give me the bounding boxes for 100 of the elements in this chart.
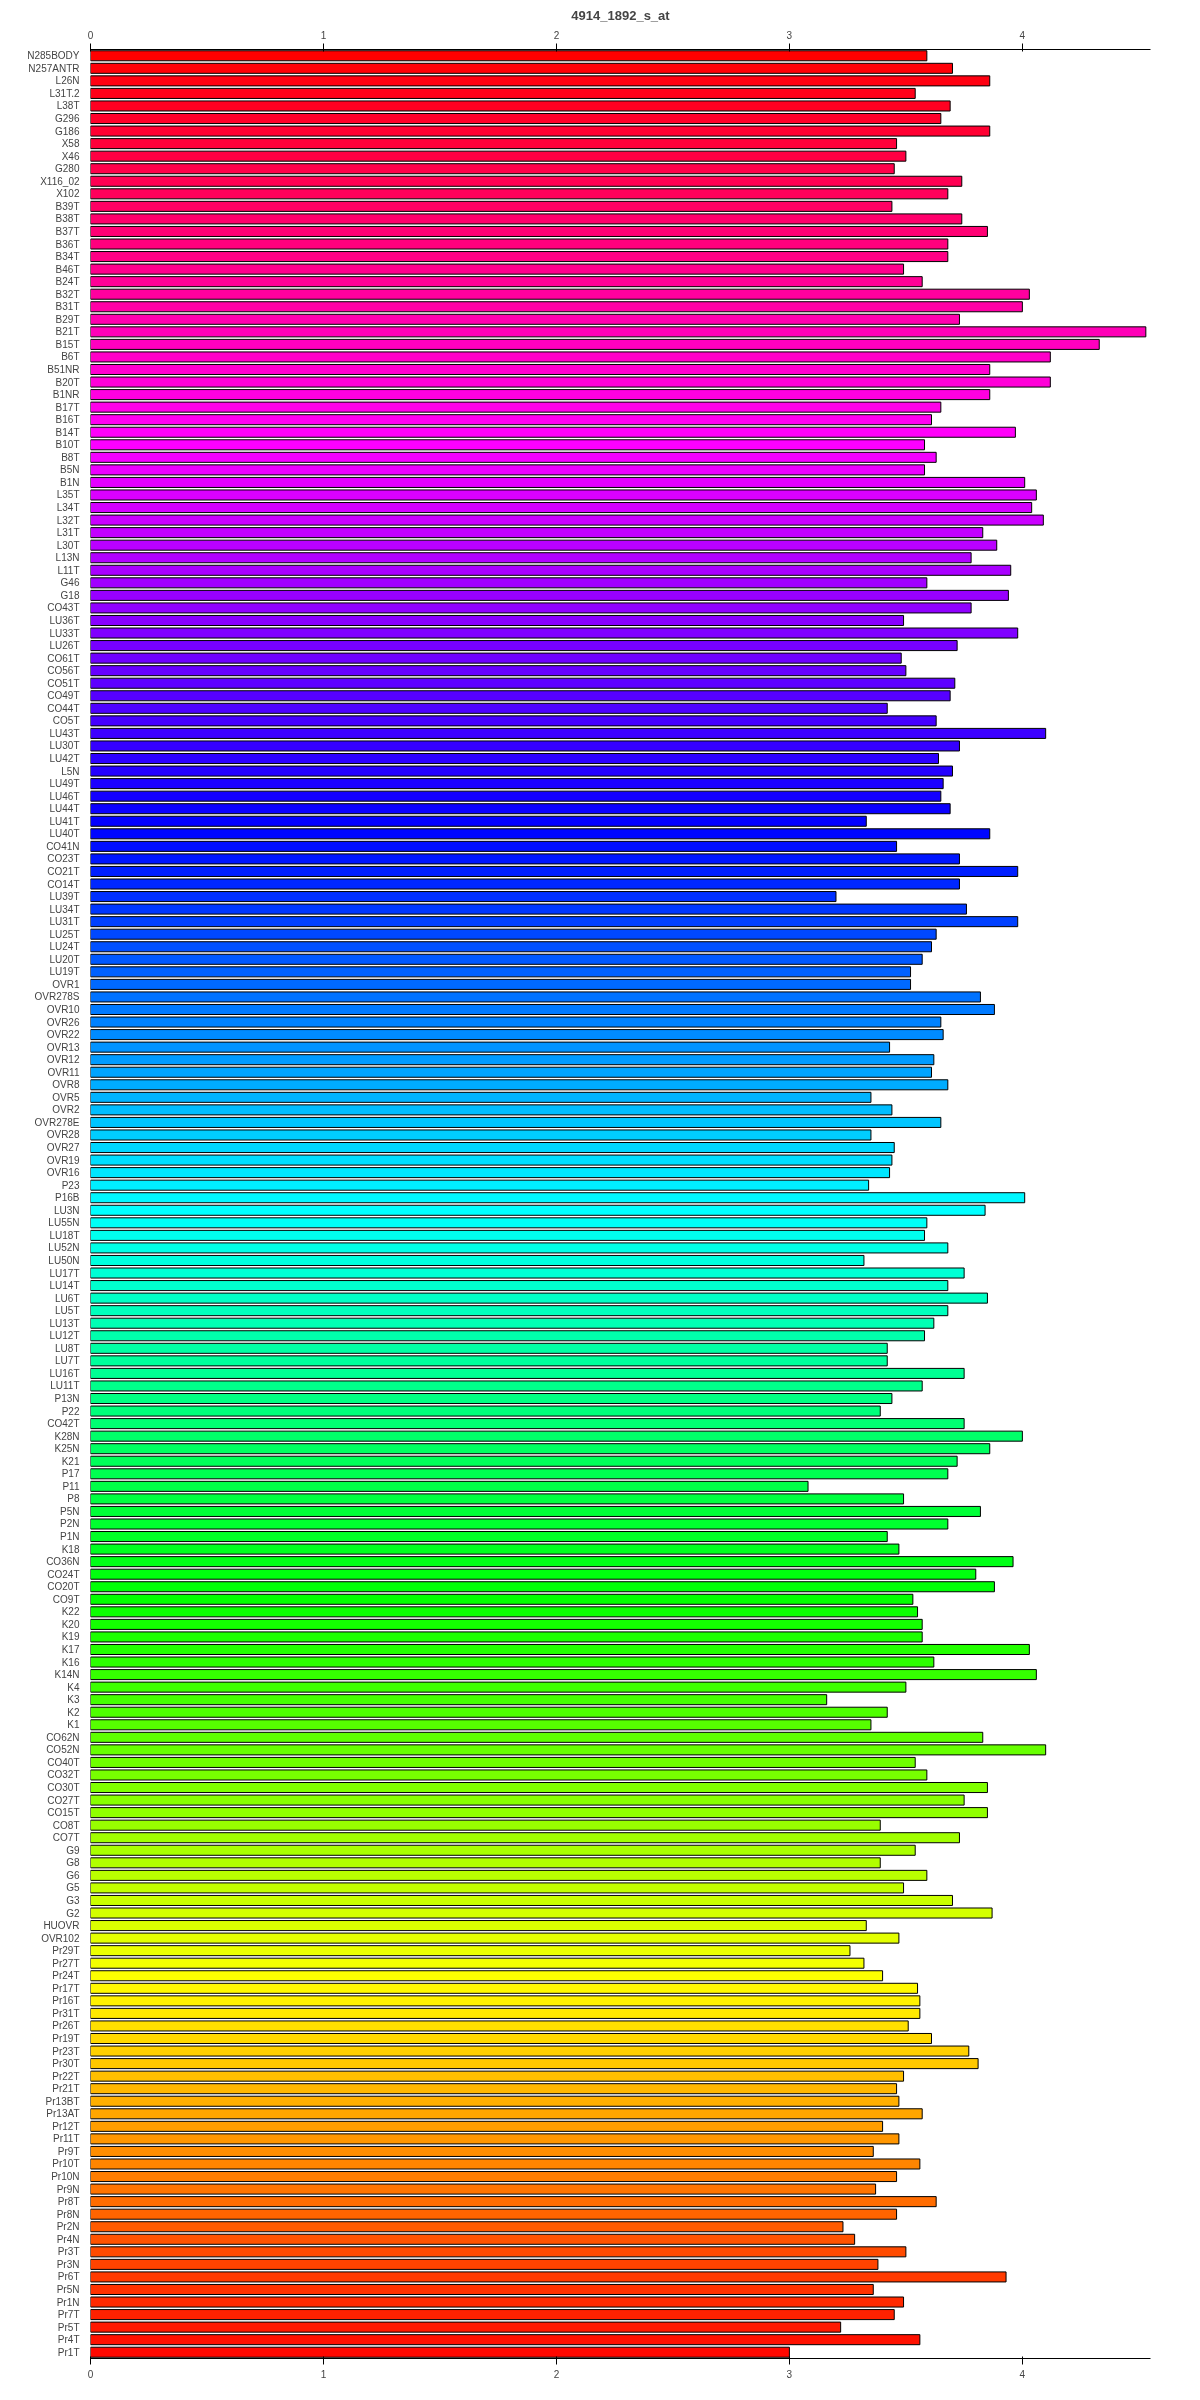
y-tick-label: OVR5 xyxy=(52,1091,80,1103)
y-tick-label: LU25T xyxy=(49,928,80,940)
y-tick-label: LU34T xyxy=(49,903,80,915)
y-tick-label: LU33T xyxy=(49,627,80,639)
y-tick-label: Pr8N xyxy=(56,2208,80,2220)
y-tick-label: CO49T xyxy=(47,690,80,702)
y-tick-label: Pr27T xyxy=(52,1957,80,1969)
y-tick-label: K21 xyxy=(61,1455,80,1467)
y-tick-label: LU31T xyxy=(49,916,80,928)
y-tick-label: LU55N xyxy=(48,1217,80,1229)
y-tick-label: OVR11 xyxy=(47,1066,80,1078)
y-tick-label: LU46T xyxy=(49,790,80,802)
y-tick-label: K1 xyxy=(67,1719,80,1731)
y-tick-label: LU16T xyxy=(49,1367,80,1379)
x-tick-label: 1 xyxy=(320,29,327,41)
y-tick-label: P11 xyxy=(62,1480,80,1492)
chart-title: 4914_1892_s_at xyxy=(571,7,671,23)
y-tick-label: Pr16T xyxy=(52,1995,80,2007)
y-tick-label: Pr12T xyxy=(52,2120,80,2132)
x2-tick-label: 0 xyxy=(87,2368,94,2380)
y-tick-label: Pr30T xyxy=(52,2058,80,2070)
y-tick-label: LU19T xyxy=(49,966,80,978)
y-tick-label: G18 xyxy=(60,589,80,601)
y-tick-label: G3 xyxy=(66,1894,80,1906)
y-tick-label: G296 xyxy=(55,113,80,125)
y-tick-label: CO8T xyxy=(52,1819,80,1831)
y-tick-label: K2 xyxy=(67,1706,80,1718)
y-tick-label: Pr3N xyxy=(56,2258,80,2270)
y-tick-label: LU30T xyxy=(49,740,80,752)
y-tick-label: B8T xyxy=(61,451,80,463)
y-tick-label: OVR2 xyxy=(52,1104,80,1116)
y-tick-label: L31T xyxy=(56,527,80,539)
y-tick-label: B29T xyxy=(55,313,80,325)
y-tick-label: L5N xyxy=(61,765,80,777)
y-tick-label: G5 xyxy=(66,1882,80,1894)
y-tick-label: B1N xyxy=(60,476,80,488)
y-tick-label: Pr1T xyxy=(57,2346,80,2358)
y-tick-label: Pr10T xyxy=(52,2158,80,2170)
y-tick-label: LU44T xyxy=(49,803,80,815)
y-tick-label: B14T xyxy=(55,426,80,438)
y-tick-label: LU20T xyxy=(49,953,80,965)
y-tick-label: G2 xyxy=(66,1907,80,1919)
y-tick-label: CO5T xyxy=(52,715,80,727)
y-tick-label: B16T xyxy=(55,414,80,426)
y-tick-label: Pr22T xyxy=(52,2070,80,2082)
y-tick-label: LU18T xyxy=(49,1229,80,1241)
y-tick-label: LU5T xyxy=(55,1305,80,1317)
x2-tick-label: 2 xyxy=(553,2368,560,2380)
y-tick-label: LU14T xyxy=(49,1280,80,1292)
x-tick-label: 4 xyxy=(1019,29,1026,41)
y-tick-label: G186 xyxy=(55,125,80,137)
y-tick-label: LU52N xyxy=(48,1242,80,1254)
y-tick-label: Pr10N xyxy=(51,2171,80,2183)
y-tick-label: P23 xyxy=(61,1179,80,1191)
y-tick-label: OVR12 xyxy=(46,1054,80,1066)
x2-tick-label: 1 xyxy=(320,2368,327,2380)
y-tick-label: B20T xyxy=(55,376,80,388)
y-tick-label: B21T xyxy=(55,326,80,338)
y-tick-label: Pr9N xyxy=(56,2183,80,2195)
y-tick-label: X58 xyxy=(61,138,80,150)
x-tick-label: 0 xyxy=(87,29,94,41)
y-tick-label: Pr6T xyxy=(57,2271,80,2283)
y-tick-label: OVR8 xyxy=(52,1079,80,1091)
y-tick-label: X102 xyxy=(56,188,80,200)
y-tick-label: Pr26T xyxy=(52,2020,80,2032)
y-tick-label: Pr29T xyxy=(52,1945,80,1957)
y-tick-label: LU26T xyxy=(49,640,80,652)
y-tick-label: K14N xyxy=(54,1669,80,1681)
y-tick-label: L30T xyxy=(56,539,80,551)
y-tick-label: B36T xyxy=(55,238,80,250)
y-tick-label: G9 xyxy=(66,1844,80,1856)
y-tick-label: L35T xyxy=(56,489,80,501)
y-tick-label: LU7T xyxy=(55,1355,80,1367)
y-tick-label: K28N xyxy=(54,1430,80,1442)
y-tick-label: L31T.2 xyxy=(49,87,80,99)
y-tick-label: L26N xyxy=(55,75,80,87)
y-tick-label: G280 xyxy=(55,163,80,175)
y-tick-label: P2N xyxy=(60,1518,80,1530)
y-tick-label: LU50N xyxy=(48,1254,80,1266)
y-tick-label: OVR278S xyxy=(34,991,80,1003)
y-tick-label: LU39T xyxy=(49,891,80,903)
y-tick-label: CO43T xyxy=(47,602,80,614)
y-tick-label: LU24T xyxy=(49,941,80,953)
y-tick-label: L34T xyxy=(56,502,80,514)
y-tick-label: K3 xyxy=(67,1694,80,1706)
x2-tick-label: 4 xyxy=(1019,2368,1026,2380)
y-tick-label: K19 xyxy=(61,1631,80,1643)
y-tick-label: OVR26 xyxy=(46,1016,80,1028)
y-tick-label: LU3N xyxy=(53,1204,80,1216)
y-tick-label: LU13T xyxy=(49,1317,80,1329)
y-tick-label: OVR16 xyxy=(46,1167,80,1179)
y-tick-label: B51NR xyxy=(47,364,80,375)
y-tick-label: P8 xyxy=(67,1493,80,1505)
y-tick-label: B39T xyxy=(55,200,80,212)
y-tick-label: OVR1 xyxy=(52,978,80,990)
y-tick-label: OVR27 xyxy=(46,1142,80,1154)
y-tick-label: K20 xyxy=(61,1618,80,1630)
y-tick-label: N285BODY xyxy=(27,50,80,62)
y-tick-label: G8 xyxy=(66,1857,80,1869)
y-tick-label: HUOVR xyxy=(43,1920,80,1932)
